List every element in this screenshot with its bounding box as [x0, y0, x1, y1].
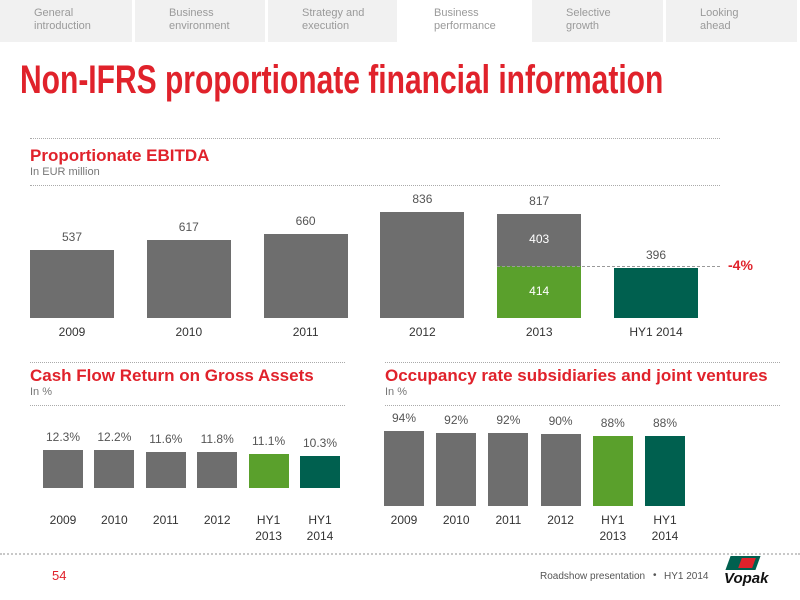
x-tick-label: 2010: [101, 513, 128, 527]
bar: [384, 431, 424, 506]
bar: [300, 456, 340, 488]
bar-value-label: 94%: [391, 411, 417, 425]
bar: [592, 435, 633, 506]
x-tick-label: HY1 2013: [255, 513, 282, 543]
bar-value-label: 11.1%: [252, 433, 286, 448]
bar-value-label: 414: [529, 283, 550, 298]
x-tick-label: HY1 2013: [599, 513, 627, 543]
chart-subtitle: In %: [30, 386, 53, 398]
reference-line: [497, 265, 720, 267]
x-tick-label: 2012: [203, 513, 231, 527]
bar: [248, 453, 289, 488]
bar-value-label: 88%: [600, 415, 625, 430]
x-tick-label: 2011: [152, 513, 179, 527]
annotation: -4%: [728, 256, 753, 273]
bar-value-label: 12.2%: [97, 430, 132, 445]
x-tick-label: 2012: [547, 513, 574, 527]
divider: [30, 405, 345, 406]
bar-value-label: 88%: [652, 415, 678, 430]
bar-value-label: 403: [529, 231, 550, 246]
bar-value-label: 90%: [548, 414, 573, 429]
bar-value-label: 537: [61, 229, 83, 244]
chart-title: Cash Flow Return on Gross Assets: [30, 366, 314, 385]
nav-tab[interactable]: Business environment: [135, 0, 265, 42]
bar: [30, 249, 114, 318]
bar-value-label: 12.3%: [45, 430, 81, 444]
chart-title: Occupancy rate subsidiaries and joint ve…: [385, 366, 768, 385]
bar-value-label: 10.3%: [302, 436, 338, 451]
chart-subtitle: In %: [385, 386, 408, 398]
bar-value-label: 92%: [444, 412, 469, 427]
footer-presentation: Roadshow presentation: [540, 571, 646, 582]
bar: [146, 239, 231, 318]
divider: [385, 405, 780, 406]
x-tick-label: 2010: [175, 325, 203, 339]
bar-value-label: 92%: [496, 412, 521, 427]
x-tick-label: HY1 2014: [651, 513, 679, 543]
x-tick-label: 2009: [49, 513, 77, 527]
bar-value-label: 396: [645, 247, 667, 262]
divider: [30, 138, 720, 139]
total-label: 817: [529, 194, 550, 209]
x-tick-label: 2010: [442, 513, 470, 527]
bar-value-label: 617: [178, 219, 199, 234]
bar: [488, 432, 529, 506]
x-tick-label: 2011: [495, 513, 522, 527]
x-tick-label: 2012: [409, 325, 436, 339]
x-tick-label: 2009: [390, 513, 418, 527]
logo: Vopak: [724, 570, 769, 587]
bar-value-label: 11.6%: [149, 432, 183, 447]
divider: [30, 362, 345, 363]
footer-rule: [0, 553, 800, 555]
nav-tab[interactable]: Looking ahead: [666, 0, 797, 42]
bar: [380, 212, 465, 318]
bar: [645, 435, 685, 506]
page-number: 54: [52, 568, 67, 583]
bar: [497, 265, 582, 318]
x-tick-label: HY1 2014: [629, 325, 683, 339]
x-tick-label: 2011: [292, 325, 319, 339]
bar-value-label: 660: [295, 214, 316, 229]
nav-tab[interactable]: Business performance: [400, 0, 529, 42]
bar: [145, 452, 186, 488]
bar-value-label: 11.8%: [200, 431, 234, 446]
footer-separator: •: [653, 570, 657, 581]
nav-tab[interactable]: Strategy and execution: [268, 0, 397, 42]
bar: [436, 432, 477, 506]
bar-value-label: 836: [412, 192, 433, 206]
bar: [497, 214, 582, 266]
slide-title: Non-IFRS proportionate financial informa…: [20, 58, 664, 102]
bar: [197, 451, 238, 488]
nav-tab[interactable]: Selective growth: [532, 0, 663, 42]
x-tick-label: HY1 2014: [306, 513, 334, 543]
divider: [385, 362, 780, 363]
nav-tab[interactable]: General introduction: [0, 0, 132, 42]
bar: [614, 267, 698, 318]
x-tick-label: 2013: [525, 325, 553, 339]
x-tick-label: 2009: [58, 325, 86, 339]
bar: [540, 434, 581, 506]
footer-period: HY1 2014: [664, 571, 709, 582]
bar: [43, 450, 83, 488]
divider: [30, 185, 720, 186]
bar: [94, 450, 135, 488]
bar: [263, 234, 348, 318]
chart-subtitle: In EUR million: [30, 166, 100, 178]
chart-title: Proportionate EBITDA: [30, 146, 210, 165]
